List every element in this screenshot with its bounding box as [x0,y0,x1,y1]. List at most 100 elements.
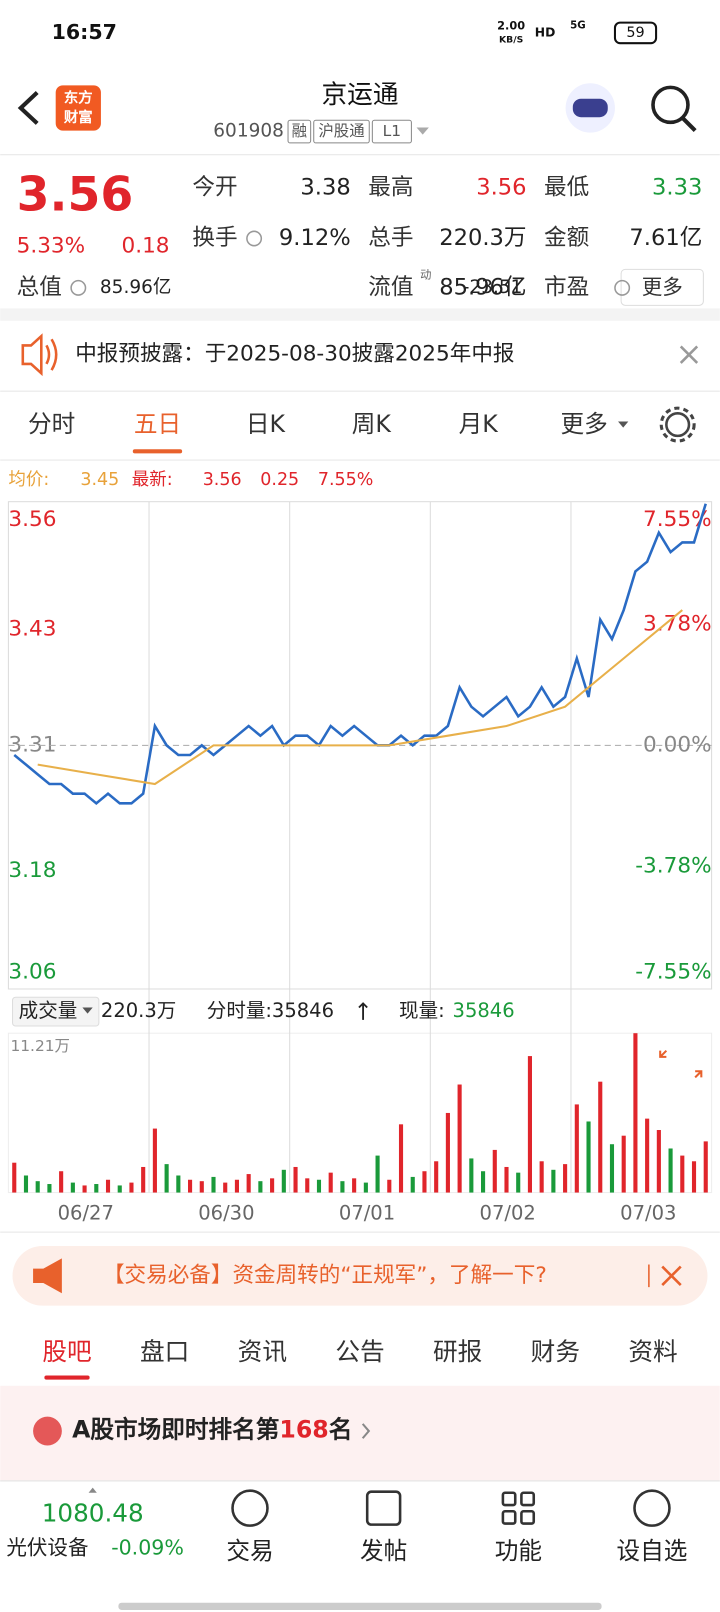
field-value: 3.33 [652,175,702,201]
period-tab[interactable]: 更多 [560,410,607,438]
close-icon[interactable] [679,345,699,364]
volume-bar [117,1185,122,1193]
settings-teeth [659,406,696,443]
volume-bar [398,1124,404,1193]
rank-suffix: 名 [329,1416,353,1444]
volume-bar [328,1172,333,1193]
avg-label: 均价: [8,470,49,490]
content-tab[interactable]: 资讯 [238,1337,287,1366]
field-value: 3.38 [300,175,350,201]
date-label: 07/02 [480,1202,536,1225]
rank-prefix[interactable]: A股市场即时排名第 [72,1416,279,1444]
field-value: 9.12% [279,225,351,251]
volume-bar [574,1104,579,1193]
volume-select[interactable] [12,996,100,1027]
divider [0,308,720,321]
volume-bar [516,1172,521,1193]
content-tab[interactable]: 研报 [433,1337,482,1366]
tag-box [371,119,412,144]
status-net: 5G [570,20,586,32]
volume-bar [70,1182,75,1193]
volume-bar [59,1171,64,1193]
field-label: 最高 [368,175,413,201]
content-tab[interactable]: 盘口 [140,1337,189,1366]
content-tab[interactable]: 资料 [628,1337,677,1366]
field-value: 85.96亿 [439,274,526,300]
y-tick-label: 3.18 [8,858,56,883]
volume-bar [47,1184,52,1193]
volume-bar [504,1166,509,1193]
stock-code: 601908 [213,121,284,142]
logo [55,85,101,131]
volume-bar [703,1141,708,1193]
pct-tick-label: 0.00% [643,732,712,757]
post-icon[interactable] [365,1490,402,1526]
content-tab[interactable]: 公告 [335,1337,384,1366]
volume-bar [410,1176,415,1193]
volume-bar [387,1179,392,1193]
avg-value: 3.45 [80,470,119,490]
volume-bar [293,1166,298,1193]
volume-bar [633,1033,638,1193]
volume-bar [469,1158,474,1193]
period-tab[interactable]: 日K [246,410,286,438]
volume-bar [621,1135,626,1193]
volume-bar [352,1178,357,1193]
battery [613,21,658,45]
latest-label: 最新: [132,470,173,490]
volume-bar [258,1181,263,1193]
period-tab[interactable]: 分时 [28,410,75,438]
status-speed: 2.00 [497,20,525,33]
search-icon[interactable] [651,85,690,125]
volume-bar [152,1128,157,1193]
avg-line [37,609,683,786]
content-tab[interactable]: 股吧 [42,1337,91,1366]
volume-bar [305,1178,310,1193]
tag-box [287,119,312,144]
field-label: 市盈 [544,274,589,300]
volume-bar [199,1181,204,1193]
watchlist-icon[interactable] [633,1489,671,1527]
period-tab[interactable]: 五日 [134,410,181,438]
volume-bar [691,1161,697,1193]
date-label: 07/01 [339,1202,395,1225]
bottom-button[interactable]: 发帖 [360,1537,407,1565]
fenshi-volume: 分时量:35846 [207,999,334,1022]
back-icon[interactable] [17,91,39,125]
ad-close[interactable] [661,1265,682,1286]
bottom-button[interactable]: 交易 [226,1537,273,1565]
volume-bar [609,1144,615,1193]
content-tab[interactable]: 财务 [531,1337,580,1366]
period-tab[interactable]: 月K [459,410,499,438]
tab-underline [132,449,183,454]
more-button[interactable] [620,268,704,306]
date-label: 06/30 [198,1202,254,1225]
volume-bar [340,1181,345,1193]
volume-bar [645,1118,650,1193]
info-icon [70,279,87,296]
field-value: 3.56 [476,175,526,201]
tag-box [313,119,370,144]
volume-bar [234,1179,239,1193]
function-icon[interactable] [501,1491,536,1525]
more-button-label[interactable]: 更多 [642,275,683,299]
bottom-button[interactable]: 设自选 [617,1537,688,1565]
field-value: 7.61亿 [629,225,702,251]
volume-bar [105,1179,111,1193]
bottom-button[interactable]: 功能 [495,1537,542,1565]
volume-bar [363,1182,368,1193]
rank-number: 168 [279,1416,328,1444]
date-label: 06/27 [58,1202,114,1225]
divider [0,1231,720,1233]
expand-icon[interactable] [659,1049,703,1079]
status-hd: HD [535,25,556,39]
ad-banner[interactable] [12,1246,708,1306]
settings-icon[interactable] [665,411,691,438]
period-tab[interactable]: 周K [352,410,392,438]
field-value: 220.3万 [439,225,526,251]
volume-label[interactable]: 成交量 [19,999,78,1022]
latest-change: 0.25 [260,470,299,490]
trade-icon[interactable] [231,1489,269,1527]
volume-bar [656,1130,661,1193]
